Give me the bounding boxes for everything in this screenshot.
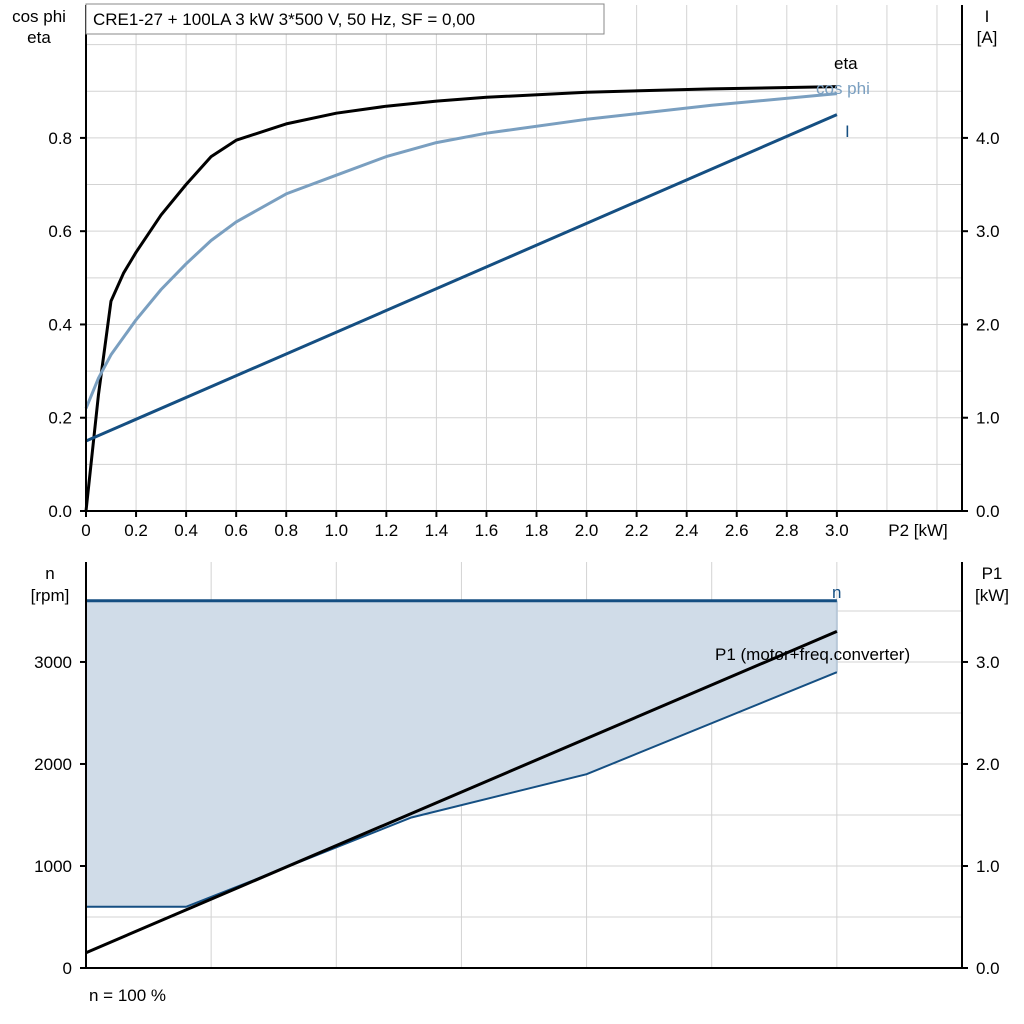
y-label-eta: eta — [27, 28, 51, 47]
x-tick-label: 3.0 — [825, 521, 849, 540]
x-tick-label: 0 — [81, 521, 90, 540]
footnote: n = 100 % — [89, 986, 166, 1005]
x-tick-label: 1.2 — [375, 521, 399, 540]
series-line-min-speed — [86, 671, 838, 908]
y2-label-unit: [A] — [977, 28, 998, 47]
series-line-eta — [84, 85, 837, 512]
x-tick-label: 0.8 — [274, 521, 298, 540]
y-tick-label: 0.4 — [48, 315, 72, 334]
x-tick-label: 2.0 — [575, 521, 599, 540]
y-tick-label: 1000 — [34, 857, 72, 876]
y2-tick-label: 2.0 — [976, 755, 1000, 774]
y-tick-label: 0 — [63, 959, 72, 978]
y2-tick-label: 1.0 — [976, 409, 1000, 428]
x-label: P2 [kW] — [888, 521, 948, 540]
label-cosphi: cos phi — [816, 79, 870, 98]
series-line-I — [85, 113, 838, 443]
y2-tick-label: 1.0 — [976, 857, 1000, 876]
label-n: n — [832, 583, 841, 602]
series-line-p1 — [85, 630, 838, 955]
y-label-rpm: [rpm] — [31, 586, 70, 605]
x-tick-label: 1.8 — [525, 521, 549, 540]
series-line-cos-phi — [84, 92, 838, 409]
y-tick-label: 0.6 — [48, 222, 72, 241]
x-tick-label: 1.0 — [324, 521, 348, 540]
x-tick-label: 1.4 — [425, 521, 449, 540]
y-label-cosphi: cos phi — [12, 7, 66, 26]
y2-label-p1: P1 — [982, 564, 1003, 583]
x-tick-label: 0.2 — [124, 521, 148, 540]
y-tick-label: 0.2 — [48, 409, 72, 428]
x-tick-label: 0.6 — [224, 521, 248, 540]
y2-tick-label: 3.0 — [976, 222, 1000, 241]
x-tick-label: 2.6 — [725, 521, 749, 540]
y2-label-kw: [kW] — [975, 586, 1009, 605]
y-tick-label: 0.0 — [48, 502, 72, 521]
y2-tick-label: 0.0 — [976, 502, 1000, 521]
y-tick-label: 2000 — [34, 755, 72, 774]
y2-tick-label: 0.0 — [976, 959, 1000, 978]
title-box — [85, 3, 605, 35]
y-tick-label: 3000 — [34, 653, 72, 672]
y-label-n: n — [45, 564, 54, 583]
label-eta: eta — [834, 54, 858, 73]
x-tick-label: 2.4 — [675, 521, 699, 540]
label-i: I — [845, 122, 850, 141]
operating-area — [86, 600, 837, 907]
x-tick-label: 1.6 — [475, 521, 499, 540]
y2-label-i: I — [985, 7, 990, 26]
x-tick-label: 2.2 — [625, 521, 649, 540]
label-p1: P1 (motor+freq.converter) — [715, 645, 910, 664]
x-tick-label: 2.8 — [775, 521, 799, 540]
y2-tick-label: 3.0 — [976, 653, 1000, 672]
x-tick-label: 0.4 — [174, 521, 198, 540]
chart-title: CRE1-27 + 100LA 3 kW 3*500 V, 50 Hz, SF … — [93, 10, 475, 29]
y2-tick-label: 4.0 — [976, 129, 1000, 148]
y-tick-label: 0.8 — [48, 129, 72, 148]
y2-tick-label: 2.0 — [976, 315, 1000, 334]
